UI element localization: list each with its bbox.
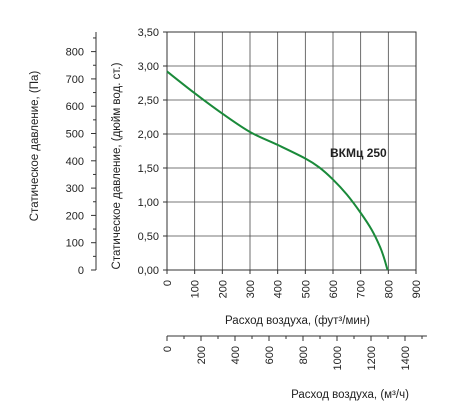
x-axis-title: Расход воздуха, (фут³/мин) — [225, 315, 370, 327]
y2-tick-label: 100 — [66, 238, 84, 250]
series-layer — [166, 70, 389, 271]
x2-tick-label: 1000 — [332, 346, 344, 370]
y-tick-label: 1,00 — [138, 197, 159, 209]
x2-tick-label: 600 — [264, 346, 276, 364]
labels: 0 100 200 300 400 500 600 700 800 900 0,00 0,50 1,00… — [66, 27, 423, 370]
x2-tick-label: 800 — [298, 346, 310, 364]
y2-tick-label: 600 — [66, 101, 84, 113]
y-tick-label: 2,50 — [138, 95, 159, 107]
y2-tick-label: 0 — [78, 265, 84, 277]
x-tick-label: 300 — [245, 280, 257, 298]
x-tick-label: 700 — [356, 280, 368, 298]
y-tick-label: 0,00 — [138, 265, 159, 277]
x-tick-label: 600 — [328, 280, 340, 298]
x2-tick-label: 400 — [230, 346, 242, 364]
x2-tick-label: 200 — [196, 346, 208, 364]
x-tick-label: 200 — [217, 280, 229, 298]
y2-tick-label: 700 — [66, 74, 84, 86]
y-tick-label: 1,50 — [138, 163, 159, 175]
y-axis-title: Статическое давление, (дюйм вод. ст.) — [111, 62, 123, 269]
y2-tick-label: 300 — [66, 183, 84, 195]
y-tick-label: 3,50 — [138, 27, 159, 39]
x-tick-label: 800 — [383, 280, 395, 298]
axes — [91, 31, 427, 341]
y2-tick-label: 400 — [66, 156, 84, 168]
y2-tick-label: 500 — [66, 129, 84, 141]
x2-tick-label: 1200 — [366, 346, 378, 370]
plot-frame — [166, 31, 417, 271]
x-tick-label: 400 — [273, 280, 285, 298]
x2-axis-title: Расход воздуха, (м³/ч) — [291, 389, 409, 401]
x-tick-label: 100 — [190, 280, 202, 298]
y2-tick-label: 200 — [66, 210, 84, 222]
y2-tick-label: 800 — [66, 47, 84, 59]
series-line — [166, 70, 389, 271]
x2-tick-label: 1400 — [400, 346, 412, 370]
x-tick-label: 900 — [411, 280, 423, 298]
y2-axis-title: Статическое давление, (Па) — [29, 71, 41, 222]
series-label: ВКМц 250 — [330, 146, 387, 160]
x-tick-label: 500 — [300, 280, 312, 298]
y-tick-label: 3,00 — [138, 61, 159, 73]
y-tick-label: 2,00 — [138, 129, 159, 141]
y-tick-label: 0,50 — [138, 231, 159, 243]
x2-tick-label: 0 — [162, 346, 174, 352]
x-tick-label: 0 — [162, 280, 174, 286]
